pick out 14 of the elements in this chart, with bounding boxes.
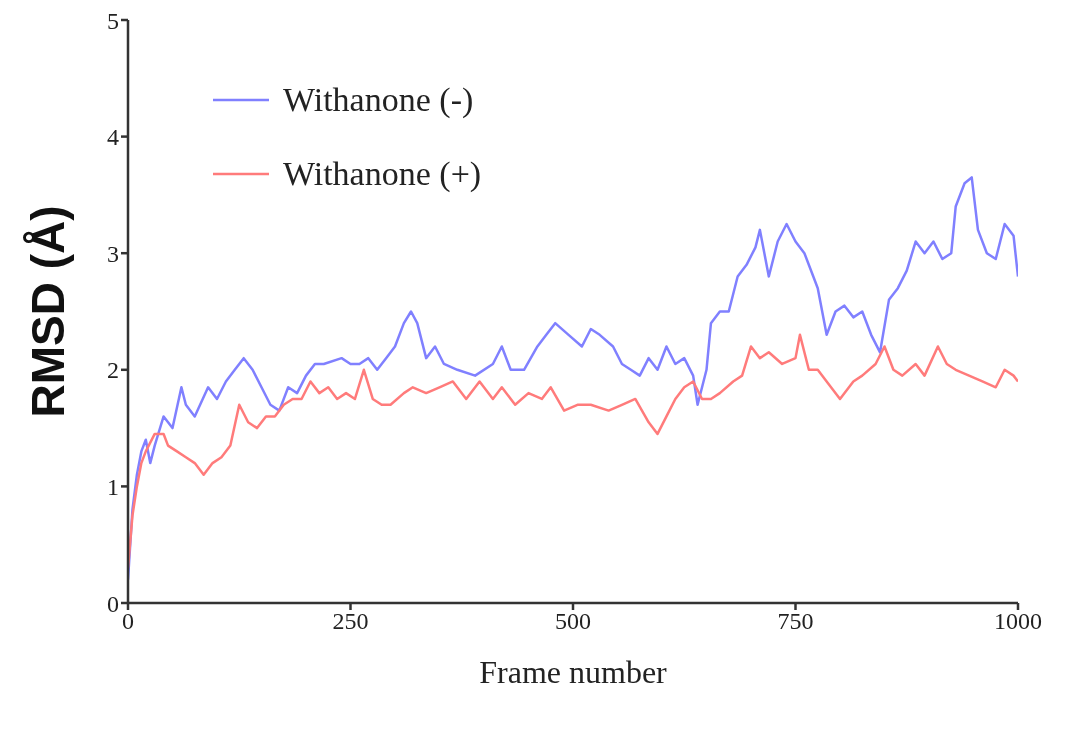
x-tick-label: 1000 xyxy=(994,608,1042,635)
x-tick-label: 250 xyxy=(332,608,369,635)
y-tick-label: 0 xyxy=(107,590,119,617)
y-tick-label: 5 xyxy=(107,7,119,34)
y-tick-label: 2 xyxy=(107,357,119,384)
x-tick-label: 750 xyxy=(777,608,814,635)
legend-label: Withanone (-) xyxy=(283,81,474,119)
legend-label: Withanone (+) xyxy=(283,155,482,193)
y-axis-title: RMSD (Å) xyxy=(22,205,75,418)
y-tick-label: 1 xyxy=(107,473,119,500)
y-tick-label: 3 xyxy=(107,240,119,267)
x-axis-title: Frame number xyxy=(479,654,668,690)
x-tick-label: 500 xyxy=(555,608,591,635)
y-tick-label: 4 xyxy=(107,124,119,151)
